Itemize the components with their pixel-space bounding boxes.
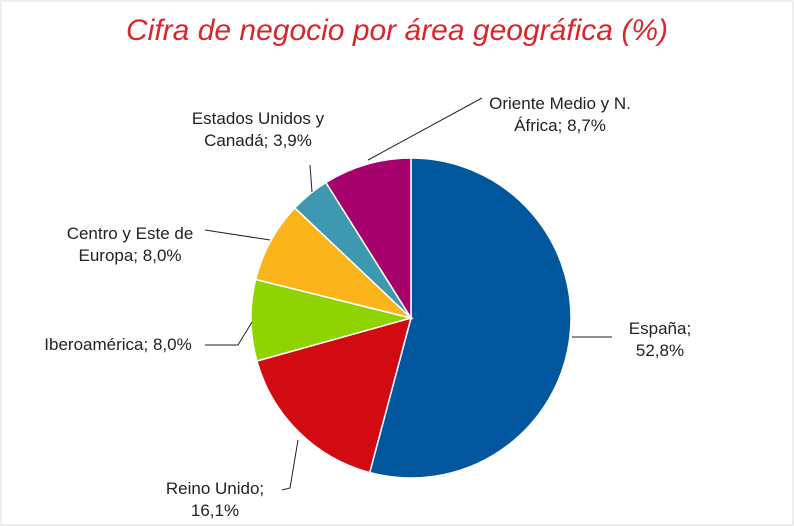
category-label: España; bbox=[628, 319, 692, 338]
pie-slice bbox=[255, 316, 413, 474]
value-label: 8,0% bbox=[152, 335, 192, 354]
slice-label: Centro y Este de Europa; 8,0% bbox=[45, 223, 215, 267]
category-label: Reino Unido; bbox=[165, 479, 265, 498]
category-label: Estados Unidos y Canadá; bbox=[191, 109, 325, 150]
slice-label: Reino Unido; 16,1% bbox=[145, 478, 285, 522]
leader-line bbox=[281, 439, 299, 491]
pie-slice bbox=[368, 157, 572, 479]
value-label: 16,1% bbox=[190, 501, 240, 520]
leader-line bbox=[309, 164, 313, 193]
leader-line bbox=[367, 97, 483, 161]
slice-label: Estados Unidos y Canadá; 3,9% bbox=[178, 108, 338, 152]
category-label: Oriente Medio y N. África; bbox=[489, 94, 631, 135]
pie-slice bbox=[324, 157, 412, 321]
value-label: 8,0% bbox=[142, 246, 182, 265]
value-label: 8,7% bbox=[567, 116, 606, 135]
leader-line bbox=[205, 321, 253, 346]
category-label: Centro y Este de Europa; bbox=[66, 224, 194, 265]
chart-title: Cifra de negocio por área geográfica (%) bbox=[126, 14, 668, 47]
slice-label: Iberoamérica; 8,0% bbox=[43, 334, 193, 356]
category-label: Iberoamérica; bbox=[44, 335, 149, 354]
leader-line bbox=[204, 229, 271, 241]
slice-label: Oriente Medio y N. África; 8,7% bbox=[470, 93, 650, 137]
value-label: 52,8% bbox=[635, 341, 685, 360]
value-label: 3,9% bbox=[273, 131, 312, 150]
slice-label: España; 52,8% bbox=[605, 318, 715, 362]
